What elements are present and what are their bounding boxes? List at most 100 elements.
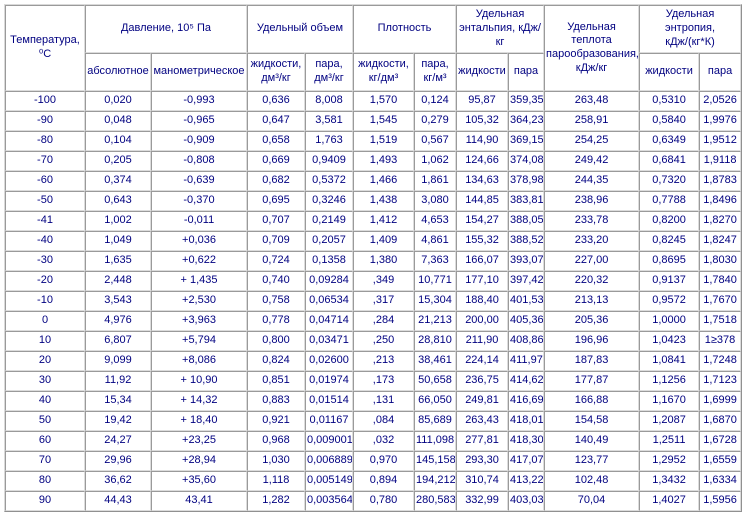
table-cell: 403,03 bbox=[508, 491, 545, 511]
header-group-row: Температура, ⁰С Давление, 10⁵ Па Удельны… bbox=[5, 5, 742, 91]
header-entropy-vapor: пара bbox=[699, 53, 742, 91]
table-cell: 211,90 bbox=[456, 331, 509, 351]
table-cell: 95,87 bbox=[456, 91, 509, 111]
table-cell: 1,9118 bbox=[699, 151, 742, 171]
header-pressure-gauge: манометрическое bbox=[151, 53, 247, 91]
table-cell: 1,8783 bbox=[699, 171, 742, 191]
table-cell: 30 bbox=[5, 371, 85, 391]
table-cell: -0,909 bbox=[151, 131, 247, 151]
table-cell: 0,707 bbox=[247, 211, 305, 231]
table-cell: 0,1358 bbox=[305, 251, 353, 271]
table-cell: 0,01514 bbox=[305, 391, 353, 411]
table-row: -90 0,048 -0,965 0,647 3,581 1,545 0,279 105,32… bbox=[5, 111, 742, 131]
table-cell: 187,83 bbox=[544, 351, 640, 371]
header-volume-liquid: жидкости, дм³/кг bbox=[247, 53, 305, 91]
table-row: 0 4,976 +3,963 0,778 0,04714,284 21,213 200,00… bbox=[5, 311, 742, 331]
header-density-vapor: пара, кг/м³ bbox=[414, 53, 457, 91]
table-cell: 1,4027 bbox=[639, 491, 700, 511]
table-cell: 1,570 bbox=[353, 91, 414, 111]
table-cell: 154,58 bbox=[544, 411, 640, 431]
table-cell: 369,15 bbox=[508, 131, 545, 151]
table-cell: + 10,90 bbox=[151, 371, 247, 391]
table-row: 90 44,43 43,41 1,282 0,003564 0,780 280,583 332… bbox=[5, 491, 742, 511]
table-cell: 0,009001 bbox=[305, 431, 353, 451]
table-cell: -0,808 bbox=[151, 151, 247, 171]
table-cell: 0,03471 bbox=[305, 331, 353, 351]
table-cell: 1,9512 bbox=[699, 131, 742, 151]
table-cell: 0,8200 bbox=[639, 211, 700, 231]
table-cell: 1,380 bbox=[353, 251, 414, 271]
table-cell: 1,2952 bbox=[639, 451, 700, 471]
table-cell: 1,409 bbox=[353, 231, 414, 251]
table-cell: 0,669 bbox=[247, 151, 305, 171]
table-cell: 258,91 bbox=[544, 111, 640, 131]
table-cell: 111,098 bbox=[414, 431, 457, 451]
table-cell: 36,62 bbox=[85, 471, 151, 491]
table-cell: 310,74 bbox=[456, 471, 509, 491]
table-row: -20 2,448 + 1,435 0,740 0,09284,349 10,771 177… bbox=[5, 271, 742, 291]
header-enthalpy-group: Удельная энтальпия, кДж/кг bbox=[456, 5, 545, 53]
table-cell: 263,48 bbox=[544, 91, 640, 111]
header-temperature: Температура, ⁰С bbox=[5, 5, 85, 91]
table-cell: 0,851 bbox=[247, 371, 305, 391]
table-cell: 1,3432 bbox=[639, 471, 700, 491]
table-cell: 213,13 bbox=[544, 291, 640, 311]
table-cell: 3,543 bbox=[85, 291, 151, 311]
table-cell: 1,7670 bbox=[699, 291, 742, 311]
table-cell: 200,00 bbox=[456, 311, 509, 331]
table-cell: 0,658 bbox=[247, 131, 305, 151]
table-cell: 0,778 bbox=[247, 311, 305, 331]
table-row: -60 0,374 -0,639 0,682 0,5372 1,466 1,861 134,6… bbox=[5, 171, 742, 191]
table-cell: -0,965 bbox=[151, 111, 247, 131]
table-cell: 1,438 bbox=[353, 191, 414, 211]
table-row: -50 0,643 -0,370 0,695 0,3246 1,438 3,080 144,8… bbox=[5, 191, 742, 211]
table-cell: 0,682 bbox=[247, 171, 305, 191]
table-cell: 1,118 bbox=[247, 471, 305, 491]
table-cell: 0,6841 bbox=[639, 151, 700, 171]
table-cell: -0,639 bbox=[151, 171, 247, 191]
table-cell: 4,861 bbox=[414, 231, 457, 251]
table-cell: +5,794 bbox=[151, 331, 247, 351]
table-cell: 10 bbox=[5, 331, 85, 351]
table-cell: 359,35 bbox=[508, 91, 545, 111]
table-cell: 1,763 bbox=[305, 131, 353, 151]
table-cell: 0 bbox=[5, 311, 85, 331]
table-cell: 0,9137 bbox=[639, 271, 700, 291]
table-cell: 0,968 bbox=[247, 431, 305, 451]
table-cell: 24,27 bbox=[85, 431, 151, 451]
table-cell: 177,87 bbox=[544, 371, 640, 391]
table-cell: 388,52 bbox=[508, 231, 545, 251]
table-cell: -90 bbox=[5, 111, 85, 131]
table-cell: 70 bbox=[5, 451, 85, 471]
table-cell: 1,8496 bbox=[699, 191, 742, 211]
table-row: -70 0,205 -0,808 0,669 0,9409 1,493 1,062 124,6… bbox=[5, 151, 742, 171]
table-cell: 0,048 bbox=[85, 111, 151, 131]
header-heat-vaporization: Удельная теплота парообразования, кДж/кг bbox=[544, 5, 640, 91]
table-cell: 388,05 bbox=[508, 211, 545, 231]
table-cell: 166,07 bbox=[456, 251, 509, 271]
table-cell: -41 bbox=[5, 211, 85, 231]
table-cell: 102,48 bbox=[544, 471, 640, 491]
table-cell: 124,66 bbox=[456, 151, 509, 171]
table-row: -10 3,543 +2,530 0,758 0,06534,317 15,304 188,… bbox=[5, 291, 742, 311]
table-cell: 238,96 bbox=[544, 191, 640, 211]
table-cell: 1,2087 bbox=[639, 411, 700, 431]
table-cell: 0,647 bbox=[247, 111, 305, 131]
table-cell: 0,724 bbox=[247, 251, 305, 271]
table-cell: ,173 bbox=[353, 371, 414, 391]
table-cell: 0,104 bbox=[85, 131, 151, 151]
table-cell: 140,49 bbox=[544, 431, 640, 451]
table-cell: 401,53 bbox=[508, 291, 545, 311]
table-cell: 280,583 bbox=[414, 491, 457, 511]
header-volume-group: Удельный объем bbox=[247, 5, 353, 53]
table-cell: 0,883 bbox=[247, 391, 305, 411]
table-cell: 1,1256 bbox=[639, 371, 700, 391]
table-row: -80 0,104 -0,909 0,658 1,763 1,519 0,567 114,90… bbox=[5, 131, 742, 151]
table-cell: +35,60 bbox=[151, 471, 247, 491]
table-cell: 417,07 bbox=[508, 451, 545, 471]
header-volume-vapor: пара, дм³/кг bbox=[305, 53, 353, 91]
table-cell: -60 bbox=[5, 171, 85, 191]
table-cell: 0,3246 bbox=[305, 191, 353, 211]
table-cell: 0,5310 bbox=[639, 91, 700, 111]
table-cell: 50,658 bbox=[414, 371, 457, 391]
